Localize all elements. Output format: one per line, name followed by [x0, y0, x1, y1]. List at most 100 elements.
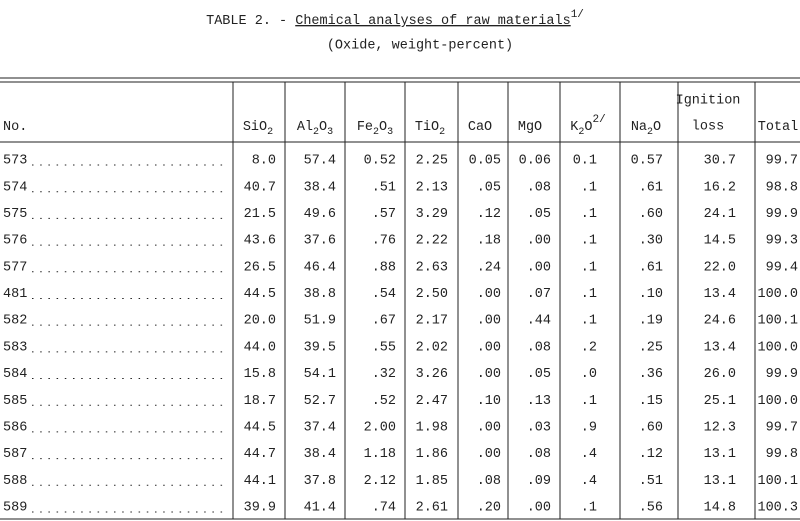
cell-value: 40.7 [244, 180, 276, 195]
cell-value: 13.4 [704, 287, 736, 302]
cell-value: .4 [581, 447, 597, 462]
header-text: Total [758, 120, 799, 135]
cell-value: .4 [581, 474, 597, 489]
cell-value: .1 [581, 207, 597, 222]
cell-value: .05 [477, 180, 501, 195]
cell-value: 52.7 [304, 394, 336, 409]
cell-value: 2.12 [364, 474, 396, 489]
cell-value: .09 [527, 474, 551, 489]
cell-value: 2.25 [416, 154, 448, 169]
cell-value: .24 [477, 260, 501, 275]
header-subscript: 2 [373, 127, 379, 138]
cell-value: 1.85 [416, 474, 448, 489]
cell-value: 100.3 [757, 501, 798, 516]
cell-value: .67 [372, 314, 396, 329]
cell-value: 51.9 [304, 314, 336, 329]
cell-value: 2.13 [416, 180, 448, 195]
cell-value: 100.1 [757, 314, 798, 329]
cell-value: 100.0 [757, 287, 798, 302]
cell-value: .0 [581, 367, 597, 382]
cell-value: 2.63 [416, 260, 448, 275]
cell-value: 44.5 [244, 420, 276, 435]
cell-value: 21.5 [244, 207, 276, 222]
header-subscript: 2 [439, 127, 445, 138]
table-title: TABLE 2. - Chemical analyses of raw mate… [206, 9, 584, 29]
cell-value: .51 [639, 474, 663, 489]
header-text: Al [297, 120, 313, 135]
cell-value: 38.4 [304, 180, 336, 195]
header-subscript: 3 [327, 127, 333, 138]
cell-value: .61 [639, 260, 663, 275]
column-header: Fe2O3 [357, 120, 393, 138]
cell-value: 3.29 [416, 207, 448, 222]
column-header: K2O2/ [570, 114, 605, 138]
cell-value: .08 [527, 180, 551, 195]
cell-value: 8.0 [252, 154, 276, 169]
cell-value: 2.47 [416, 394, 448, 409]
cell-value: 14.8 [704, 501, 736, 516]
header-subscript: 2 [647, 127, 653, 138]
cell-value: 39.9 [244, 501, 276, 516]
header-text: O [319, 120, 327, 135]
cell-value: 0.1 [573, 154, 597, 169]
cell-value: 0.06 [519, 154, 551, 169]
cell-value: .00 [477, 447, 501, 462]
cell-value: 26.0 [704, 367, 736, 382]
cell-value: .1 [581, 394, 597, 409]
column-header: Ignition [676, 94, 741, 109]
row-label: 584 [3, 367, 27, 382]
cell-value: .12 [477, 207, 501, 222]
cell-value: .36 [639, 367, 663, 382]
header-subscript: 2 [313, 127, 319, 138]
cell-value: 13.1 [704, 474, 736, 489]
cell-value: 2.50 [416, 287, 448, 302]
cell-value: .1 [581, 501, 597, 516]
column-header: Na2O [631, 120, 661, 138]
cell-value: 44.7 [244, 447, 276, 462]
cell-value: 1.18 [364, 447, 396, 462]
cell-value: 2.02 [416, 340, 448, 355]
cell-value: 14.5 [704, 234, 736, 249]
cell-value: 100.0 [757, 340, 798, 355]
cell-value: 2.22 [416, 234, 448, 249]
cell-value: .10 [639, 287, 663, 302]
cell-value: 25.1 [704, 394, 736, 409]
cell-value: .13 [527, 394, 551, 409]
cell-value: 99.7 [766, 420, 798, 435]
cell-value: 39.5 [304, 340, 336, 355]
cell-value: 22.0 [704, 260, 736, 275]
cell-value: 38.4 [304, 447, 336, 462]
title-prefix: TABLE 2. - [206, 14, 295, 29]
cell-value: 2.61 [416, 501, 448, 516]
cell-value: .30 [639, 234, 663, 249]
cell-value: 18.7 [244, 394, 276, 409]
cell-value: 24.1 [704, 207, 736, 222]
cell-value: 49.6 [304, 207, 336, 222]
column-header: SiO2 [243, 120, 273, 138]
cell-value: 26.5 [244, 260, 276, 275]
row-label: 573 [3, 154, 27, 169]
header-subscript: 3 [387, 127, 393, 138]
cell-value: 99.7 [766, 154, 798, 169]
cell-value: .1 [581, 314, 597, 329]
cell-value: .19 [639, 314, 663, 329]
cell-value: .00 [477, 340, 501, 355]
cell-value: .12 [639, 447, 663, 462]
row-label: 576 [3, 234, 27, 249]
cell-value: .1 [581, 234, 597, 249]
cell-value: 2.00 [364, 420, 396, 435]
cell-value: .05 [527, 367, 551, 382]
cell-value: 99.3 [766, 234, 798, 249]
cell-value: .25 [639, 340, 663, 355]
cell-value: 16.2 [704, 180, 736, 195]
header-text: Fe [357, 120, 373, 135]
cell-value: .52 [372, 394, 396, 409]
cell-value: .08 [527, 340, 551, 355]
header-superscript: 2/ [593, 114, 606, 126]
cell-value: 15.8 [244, 367, 276, 382]
cell-value: .05 [527, 207, 551, 222]
cell-value: .00 [527, 260, 551, 275]
cell-value: .60 [639, 207, 663, 222]
cell-value: .57 [372, 207, 396, 222]
cell-value: .00 [477, 367, 501, 382]
